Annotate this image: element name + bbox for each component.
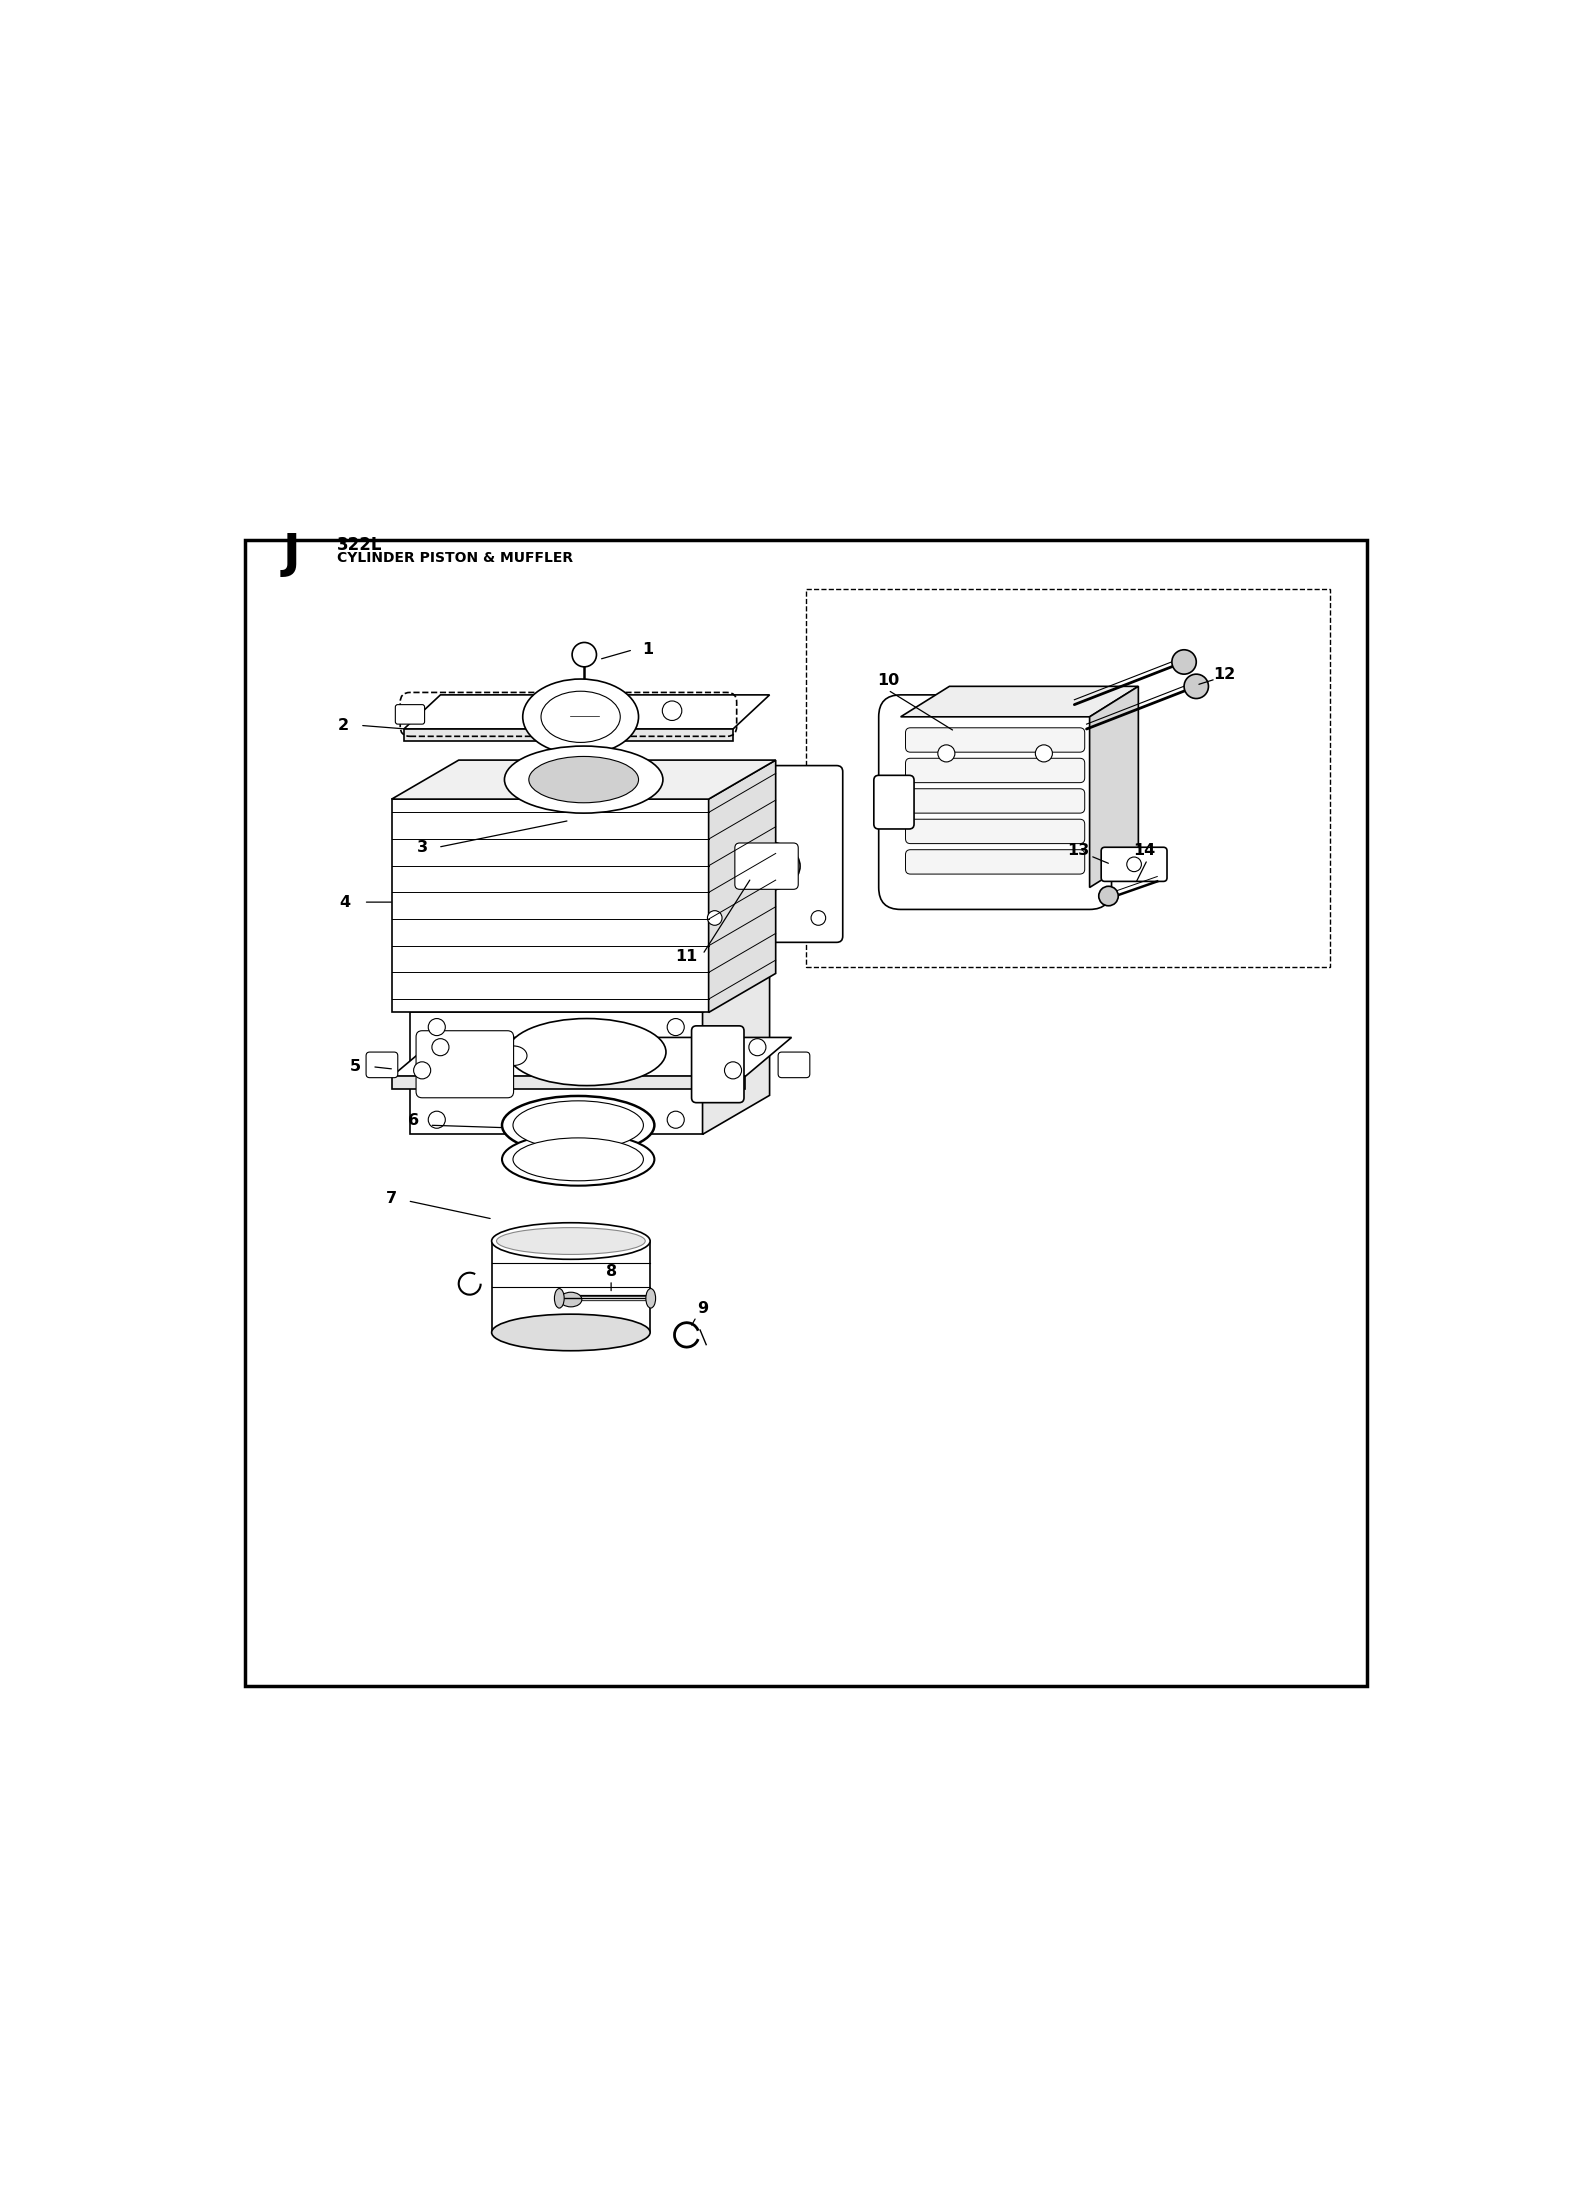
- Polygon shape: [708, 760, 775, 1012]
- Bar: [392, 800, 709, 1012]
- Text: 13: 13: [1066, 844, 1089, 857]
- Ellipse shape: [497, 1228, 645, 1254]
- FancyBboxPatch shape: [906, 789, 1085, 813]
- FancyBboxPatch shape: [906, 727, 1085, 752]
- Circle shape: [1035, 745, 1052, 763]
- Circle shape: [667, 1018, 684, 1036]
- Circle shape: [749, 1038, 766, 1056]
- Ellipse shape: [554, 1289, 565, 1307]
- Polygon shape: [404, 730, 733, 741]
- Polygon shape: [901, 685, 1139, 716]
- Text: 7: 7: [385, 1190, 398, 1206]
- FancyBboxPatch shape: [692, 1025, 744, 1102]
- FancyBboxPatch shape: [906, 820, 1085, 844]
- Ellipse shape: [500, 1047, 527, 1065]
- Circle shape: [414, 1062, 431, 1080]
- Circle shape: [812, 910, 826, 926]
- Circle shape: [667, 1111, 684, 1128]
- FancyBboxPatch shape: [906, 758, 1085, 782]
- Text: 11: 11: [675, 950, 698, 965]
- Text: 2: 2: [337, 719, 349, 734]
- Text: 1: 1: [642, 641, 653, 657]
- Text: 10: 10: [876, 672, 898, 688]
- Text: 8: 8: [606, 1265, 617, 1278]
- Ellipse shape: [541, 692, 620, 743]
- Ellipse shape: [647, 1289, 656, 1307]
- Ellipse shape: [505, 747, 662, 813]
- Ellipse shape: [733, 842, 801, 890]
- Circle shape: [428, 1018, 445, 1036]
- Ellipse shape: [560, 1292, 582, 1307]
- Polygon shape: [392, 760, 775, 800]
- Circle shape: [1184, 674, 1208, 699]
- Bar: [569, 707, 599, 723]
- FancyBboxPatch shape: [1101, 846, 1167, 882]
- Text: 14: 14: [1133, 844, 1155, 857]
- Ellipse shape: [492, 1314, 650, 1351]
- Polygon shape: [392, 1076, 746, 1089]
- Polygon shape: [1090, 685, 1139, 888]
- Circle shape: [662, 701, 681, 721]
- Circle shape: [938, 745, 955, 763]
- Ellipse shape: [502, 1095, 654, 1155]
- FancyBboxPatch shape: [779, 1051, 810, 1078]
- Circle shape: [433, 1038, 448, 1056]
- FancyBboxPatch shape: [875, 776, 914, 829]
- FancyBboxPatch shape: [879, 694, 1112, 910]
- FancyBboxPatch shape: [906, 851, 1085, 875]
- Polygon shape: [703, 974, 769, 1135]
- Ellipse shape: [508, 1018, 665, 1087]
- FancyBboxPatch shape: [735, 842, 798, 890]
- Text: 4: 4: [340, 895, 351, 910]
- Bar: [569, 807, 599, 820]
- Bar: [411, 1012, 703, 1135]
- Ellipse shape: [513, 1137, 643, 1181]
- FancyBboxPatch shape: [395, 705, 425, 725]
- Polygon shape: [392, 1038, 791, 1076]
- Bar: [492, 1241, 650, 1333]
- Ellipse shape: [502, 1133, 654, 1186]
- Circle shape: [1100, 886, 1118, 906]
- FancyBboxPatch shape: [415, 1031, 513, 1098]
- Circle shape: [428, 1111, 445, 1128]
- Ellipse shape: [522, 679, 639, 754]
- Ellipse shape: [513, 1100, 643, 1150]
- Text: 12: 12: [1213, 666, 1235, 681]
- Text: 5: 5: [349, 1060, 360, 1073]
- Text: 322L: 322L: [337, 536, 382, 553]
- Circle shape: [1126, 857, 1142, 871]
- Ellipse shape: [492, 1223, 650, 1258]
- Text: 9: 9: [697, 1300, 708, 1316]
- Text: CYLINDER PISTON & MUFFLER: CYLINDER PISTON & MUFFLER: [337, 551, 573, 566]
- Text: 3: 3: [417, 840, 428, 855]
- Text: 6: 6: [407, 1113, 418, 1128]
- Circle shape: [1172, 650, 1195, 674]
- Circle shape: [573, 641, 596, 668]
- Circle shape: [725, 1062, 741, 1080]
- FancyBboxPatch shape: [367, 1051, 398, 1078]
- Circle shape: [708, 910, 722, 926]
- Polygon shape: [404, 694, 769, 730]
- Ellipse shape: [529, 756, 639, 802]
- FancyBboxPatch shape: [691, 765, 843, 943]
- Text: J: J: [283, 531, 300, 577]
- Bar: [807, 588, 1331, 968]
